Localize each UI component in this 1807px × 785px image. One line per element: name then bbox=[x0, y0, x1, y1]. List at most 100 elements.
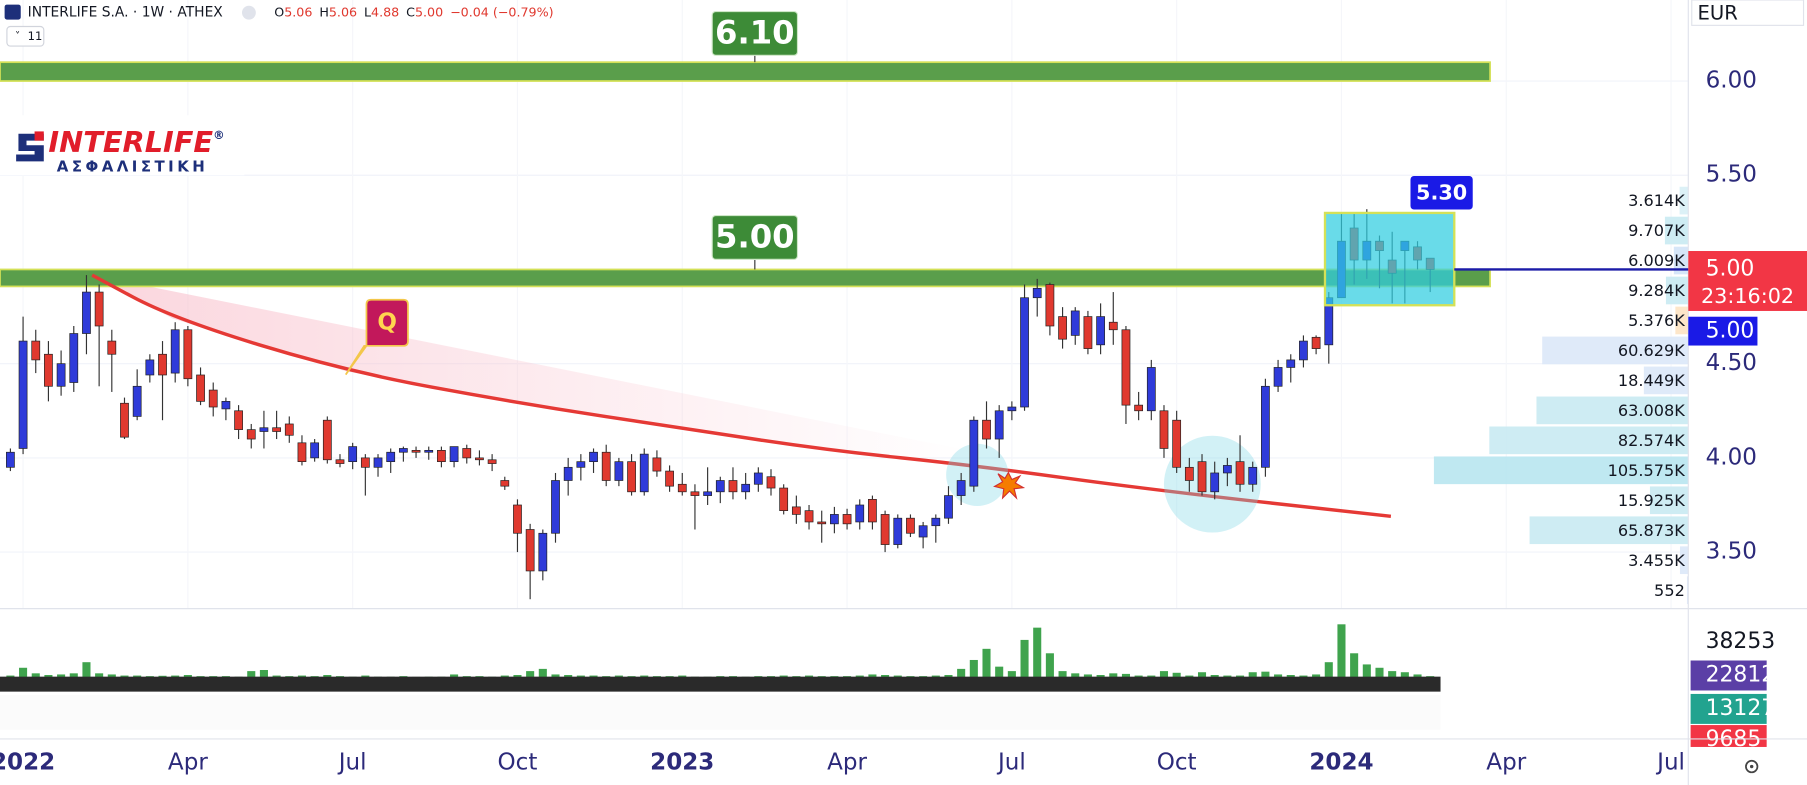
candle-body bbox=[1007, 406, 1017, 412]
volume-bar bbox=[944, 675, 953, 678]
volume-bar bbox=[247, 671, 256, 678]
candle-body bbox=[1172, 419, 1182, 468]
profile-bar bbox=[1433, 456, 1689, 485]
candle-body bbox=[563, 466, 573, 481]
prev-close-badge bbox=[1688, 316, 1758, 346]
candle-body bbox=[944, 495, 953, 519]
ohlc-value: 5.06 bbox=[284, 4, 312, 19]
volume-bar bbox=[31, 673, 40, 678]
profile-bar bbox=[1679, 186, 1689, 215]
zone bbox=[0, 61, 1491, 82]
volume-last-value: 38253 bbox=[1706, 629, 1776, 654]
profile-label: 15.925K bbox=[1618, 491, 1685, 510]
candle-body bbox=[1235, 461, 1245, 485]
trendline bbox=[91, 273, 1392, 519]
profile-bar bbox=[1679, 546, 1689, 575]
box-label: 5.30 bbox=[1416, 180, 1467, 204]
y-tick-label: 3.50 bbox=[1706, 539, 1757, 565]
currency[interactable]: EUR bbox=[1698, 1, 1739, 24]
candle-body bbox=[234, 410, 243, 430]
volume-bar bbox=[1071, 673, 1080, 678]
volume-bar bbox=[1286, 675, 1295, 678]
candle-body bbox=[1248, 466, 1258, 485]
candle-body bbox=[424, 450, 434, 453]
candle-body bbox=[335, 459, 345, 464]
volume-bar bbox=[1045, 653, 1054, 678]
candle-body bbox=[741, 483, 751, 493]
candle-body bbox=[906, 517, 915, 534]
candle-body bbox=[1070, 310, 1080, 336]
currency-box[interactable] bbox=[1691, 0, 1805, 26]
profile-label: 5.376K bbox=[1628, 311, 1685, 330]
candle-body bbox=[475, 457, 484, 461]
symbol-icon bbox=[4, 4, 21, 20]
y-tick-label: 6.00 bbox=[1706, 68, 1757, 94]
profile-label: 3.455K bbox=[1628, 551, 1685, 570]
candle-body bbox=[690, 491, 700, 496]
candle-body bbox=[272, 427, 281, 432]
candle-body bbox=[551, 480, 560, 534]
volume-bar bbox=[513, 675, 522, 678]
candle-body bbox=[1311, 336, 1321, 349]
volume-last-value: 13127 bbox=[1706, 696, 1776, 721]
last-price-badge bbox=[1688, 251, 1807, 311]
candle-body bbox=[487, 459, 497, 464]
candle-body bbox=[868, 498, 877, 523]
candle-body bbox=[880, 514, 890, 545]
profile-bar bbox=[1686, 576, 1689, 605]
volume-bar bbox=[1210, 675, 1219, 678]
symbol: INTERLIFE S.A. · 1W · ATHEX bbox=[28, 5, 224, 21]
volume-bar bbox=[564, 675, 573, 678]
candle-body bbox=[931, 517, 941, 527]
candle-body bbox=[1083, 316, 1093, 349]
candle-body bbox=[589, 451, 598, 463]
profile-label: 9.284K bbox=[1628, 281, 1685, 300]
last-price-label: 5.00 bbox=[1706, 256, 1755, 281]
status-dot bbox=[242, 5, 256, 20]
candle-body bbox=[297, 442, 307, 463]
candle-body bbox=[639, 453, 649, 493]
x-tick-label: Oct bbox=[1157, 750, 1197, 776]
zone-label: 6.10 bbox=[715, 14, 795, 52]
candle-body bbox=[1146, 367, 1156, 412]
candle-body bbox=[1121, 329, 1131, 406]
volume-bar bbox=[982, 648, 991, 678]
volume-bar bbox=[1324, 662, 1333, 678]
volume-last-badge bbox=[1690, 693, 1767, 724]
candle-body bbox=[982, 419, 991, 440]
candle-body bbox=[449, 446, 459, 463]
profile-bar bbox=[1542, 336, 1689, 365]
volume-bar bbox=[1248, 672, 1257, 678]
zone-badge bbox=[711, 214, 799, 260]
ohlc-key: O bbox=[274, 4, 284, 19]
settings-icon[interactable] bbox=[1749, 764, 1754, 769]
x-tick-label: Apr bbox=[827, 750, 867, 776]
volume-bar bbox=[1172, 672, 1181, 678]
x-tick-label: Apr bbox=[1486, 750, 1526, 776]
volume-bar bbox=[1121, 673, 1130, 678]
indicators-toggle[interactable] bbox=[6, 25, 45, 47]
volume-bar bbox=[57, 674, 66, 678]
settings-icon[interactable] bbox=[1745, 759, 1759, 774]
candle-body bbox=[6, 451, 15, 468]
profile-label: 60.629K bbox=[1618, 341, 1685, 360]
candle-body bbox=[386, 451, 396, 463]
logo-name: INTERLIFE bbox=[48, 125, 213, 159]
ohlc-change: −0.04 (−0.79%) bbox=[450, 4, 553, 19]
volume-bar bbox=[95, 673, 104, 678]
candle-body bbox=[969, 419, 979, 487]
indicators-count[interactable]: 11 bbox=[28, 29, 43, 43]
volume-bar bbox=[1083, 674, 1092, 678]
volume-bar bbox=[1400, 672, 1409, 678]
ohlc: O5.06 H5.06 L4.88 C5.00 −0.04 (−0.79%) bbox=[274, 4, 553, 19]
y-tick-label: 4.00 bbox=[1706, 444, 1757, 470]
profile-label: 3.614K bbox=[1628, 191, 1685, 210]
candle-body bbox=[1159, 410, 1169, 449]
candle-body bbox=[1045, 284, 1055, 327]
zone-label: 5.00 bbox=[715, 218, 795, 256]
volume-last-badge bbox=[1690, 660, 1767, 691]
candle-body bbox=[310, 442, 320, 459]
logo-subtitle: ΑΣΦΑΛΙΣΤΙΚΗ bbox=[57, 158, 208, 176]
indicators-caret[interactable]: ˅ bbox=[15, 30, 20, 42]
candle-body bbox=[817, 521, 827, 525]
